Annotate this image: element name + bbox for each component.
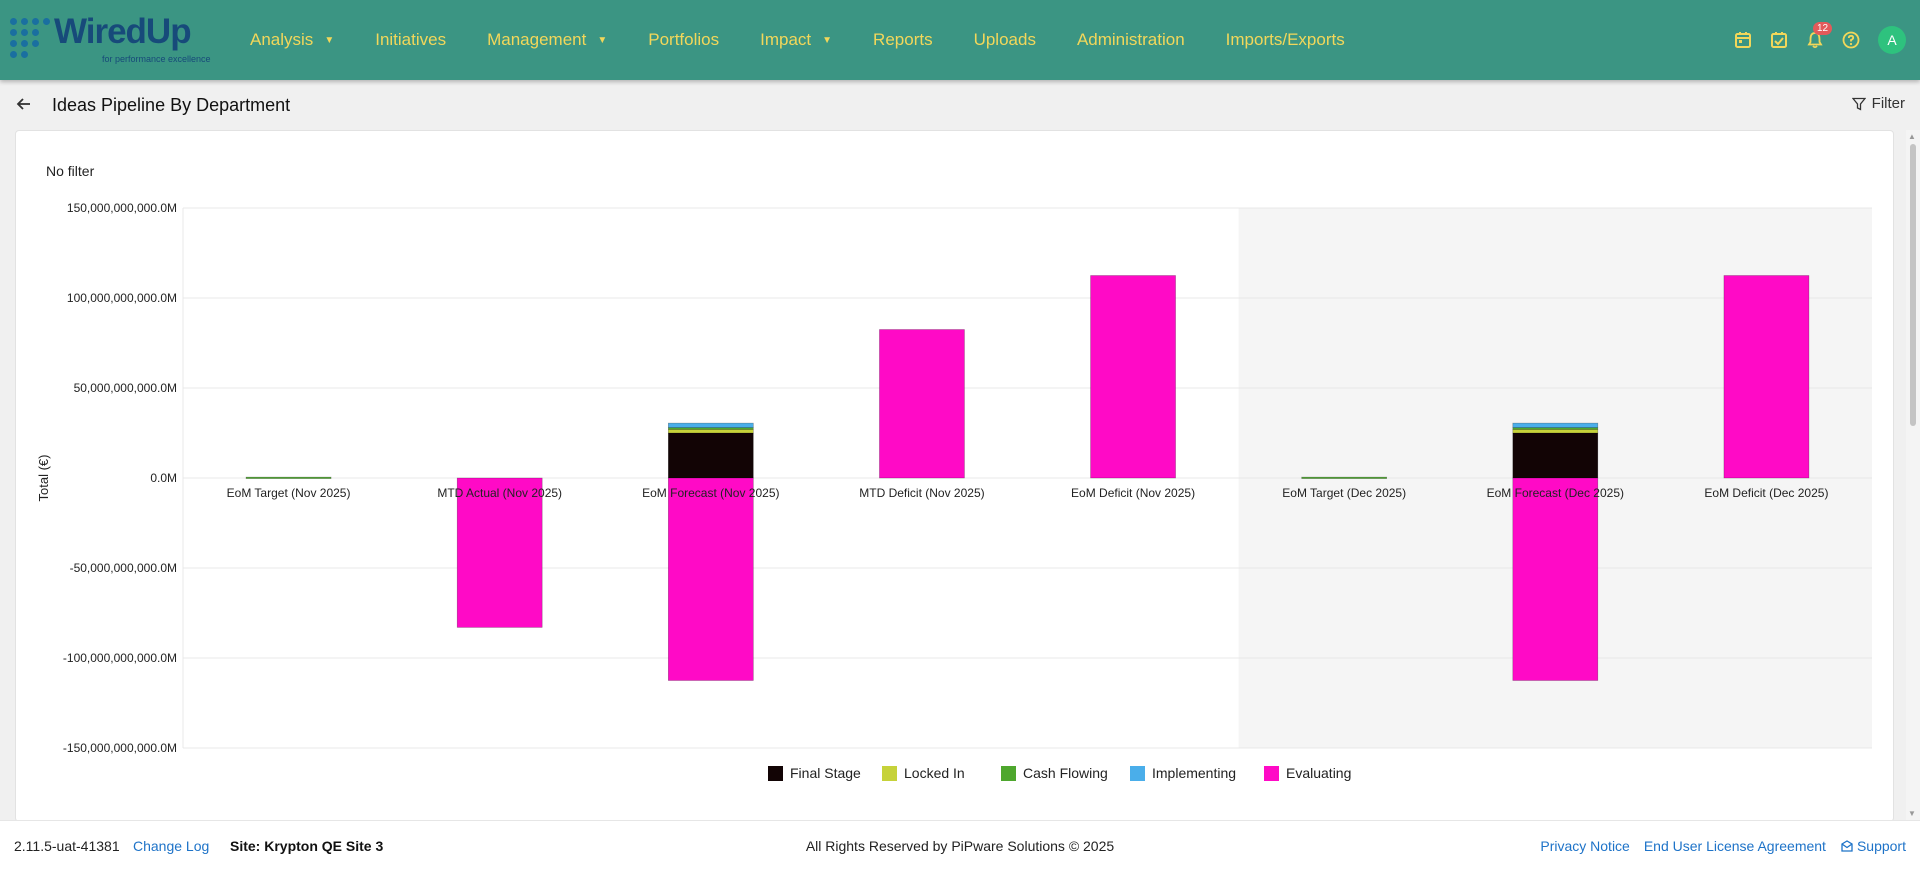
nav-item-imports-exports[interactable]: Imports/Exports — [1226, 30, 1345, 50]
page-header: Ideas Pipeline By Department Filter — [0, 80, 1920, 130]
nav-item-portfolios[interactable]: Portfolios — [648, 30, 719, 50]
footer-links: Privacy Notice End User License Agreemen… — [1526, 838, 1906, 854]
filter-button[interactable]: Filter — [1851, 95, 1905, 112]
bar-locked-in — [1512, 429, 1599, 434]
legend-swatch — [1001, 766, 1016, 781]
support-icon — [1841, 840, 1853, 852]
bar-final-stage — [1512, 432, 1599, 479]
page-title: Ideas Pipeline By Department — [52, 95, 291, 115]
legend-item: Cash Flowing — [1023, 765, 1108, 781]
bar-cash-flowing — [1301, 476, 1387, 479]
x-tick-label: EoM Forecast (Nov 2025) — [642, 486, 779, 500]
y-tick-label: -100,000,000,000.0M — [63, 651, 177, 665]
legend-item: Implementing — [1152, 765, 1236, 781]
legend-item: Evaluating — [1286, 765, 1351, 781]
chart-card: No filter 150,000,000,000.0M 100,000,000,… — [15, 130, 1894, 822]
bar-evaluating — [879, 329, 965, 479]
caret-down-icon: ▼ — [822, 34, 833, 46]
bar-evaluating — [456, 477, 543, 628]
support-label: Support — [1856, 838, 1906, 854]
scroll-up-arrow-icon[interactable]: ▲ — [1908, 132, 1916, 141]
nav-item-label: Administration — [1076, 30, 1185, 49]
nav-item-analysis[interactable]: Analysis ▼ — [250, 30, 334, 50]
y-tick-label: 150,000,000,000.0M — [67, 201, 177, 215]
privacy-notice-link[interactable]: Privacy Notice — [1540, 838, 1630, 854]
logo-tagline: for performance excellence — [102, 54, 211, 64]
y-axis-label: Total (€) — [36, 455, 51, 502]
nav-item-label: Portfolios — [648, 30, 720, 49]
bar-locked-in — [668, 429, 754, 434]
user-avatar[interactable]: A — [1878, 26, 1906, 54]
bell-icon[interactable]: 12 — [1804, 22, 1833, 51]
x-tick-label: EoM Deficit (Nov 2025) — [1071, 486, 1195, 500]
bar-cash-flowing — [245, 476, 332, 479]
change-log-link[interactable]: Change Log — [133, 838, 210, 854]
legend-swatch — [1264, 766, 1279, 781]
copyright-text: All Rights Reserved by PiPware Solutions… — [805, 838, 1115, 854]
nav-item-label: Imports/Exports — [1225, 30, 1345, 49]
header-actions: 12 A — [1718, 0, 1906, 80]
scroll-down-arrow-icon[interactable]: ▼ — [1908, 809, 1916, 818]
help-icon[interactable] — [1840, 29, 1862, 51]
scroll-thumb[interactable] — [1910, 144, 1916, 426]
nav-item-administration[interactable]: Administration — [1077, 30, 1185, 50]
nav-item-label: Initiatives — [375, 30, 447, 49]
x-tick-label: EoM Forecast (Dec 2025) — [1487, 486, 1624, 500]
logo-wordmark: WiredUp — [54, 12, 192, 51]
filter-label: Filter — [1871, 95, 1905, 112]
y-tick-label: 0.0M — [150, 471, 177, 485]
nav-item-label: Management — [487, 30, 587, 49]
bar-evaluating — [1723, 275, 1810, 479]
back-arrow-icon[interactable] — [14, 94, 34, 114]
page-scrollbar[interactable]: ▲ ▼ — [1906, 130, 1920, 820]
y-tick-label: 50,000,000,000.0M — [74, 381, 177, 395]
filter-status: No filter — [46, 163, 95, 179]
legend-swatch — [1130, 766, 1145, 781]
nav-item-reports[interactable]: Reports — [873, 30, 933, 50]
eula-link[interactable]: End User License Agreement — [1643, 838, 1826, 854]
y-tick-label: -50,000,000,000.0M — [70, 561, 177, 575]
x-tick-label: EoM Target (Nov 2025) — [227, 486, 351, 500]
legend-swatch — [882, 766, 897, 781]
top-navigation-bar: WiredUp for performance excellence Analy… — [0, 0, 1920, 80]
nav-item-label: Reports — [873, 30, 933, 49]
nav-item-label: Analysis — [250, 30, 314, 49]
filter-icon — [1851, 97, 1866, 111]
ideas-pipeline-chart: 150,000,000,000.0M 100,000,000,000.0M 50,0… — [36, 201, 1872, 781]
legend-item: Locked In — [904, 765, 965, 781]
nav-item-impact[interactable]: Impact ▼ — [760, 30, 832, 50]
notification-badge: 12 — [1813, 22, 1833, 35]
bar-evaluating — [668, 477, 754, 681]
y-tick-label: 100,000,000,000.0M — [67, 291, 177, 305]
caret-down-icon: ▼ — [324, 34, 335, 46]
bar-final-stage — [668, 432, 754, 479]
nav-item-management[interactable]: Management ▼ — [487, 30, 607, 50]
site-label: Site: Krypton QE Site 3 — [230, 838, 384, 854]
footer: All Rights Reserved by PiPware Solutions… — [0, 820, 1920, 870]
x-tick-label: EoM Target (Dec 2025) — [1282, 486, 1406, 500]
wiredup-logo[interactable]: WiredUp for performance excellence — [10, 12, 215, 66]
nav-item-initiatives[interactable]: Initiatives — [375, 30, 446, 50]
caret-down-icon: ▼ — [597, 34, 608, 46]
bar-implementing — [668, 422, 754, 428]
legend-item: Final Stage — [790, 765, 861, 781]
y-tick-label: -150,000,000,000.0M — [63, 741, 177, 755]
bar-evaluating — [1090, 275, 1176, 479]
nav-item-uploads[interactable]: Uploads — [974, 30, 1036, 50]
nav-item-label: Impact — [760, 30, 812, 49]
nav-item-label: Uploads — [973, 30, 1036, 49]
calendar-check-icon[interactable] — [1768, 29, 1790, 51]
x-tick-label: MTD Actual (Nov 2025) — [437, 486, 562, 500]
x-tick-label: EoM Deficit (Dec 2025) — [1704, 486, 1828, 500]
main-menu: Analysis ▼ Initiatives Management ▼ Portfolio… — [250, 0, 1386, 80]
bar-implementing — [1512, 422, 1599, 428]
logo-dots-icon — [10, 18, 54, 58]
calendar-icon[interactable] — [1732, 29, 1754, 51]
bar-evaluating — [1512, 477, 1599, 681]
x-tick-label: MTD Deficit (Nov 2025) — [859, 486, 984, 500]
support-link[interactable]: Support — [1840, 838, 1906, 854]
legend-swatch — [768, 766, 783, 781]
version-label: 2.11.5-uat-41381 — [14, 838, 120, 854]
